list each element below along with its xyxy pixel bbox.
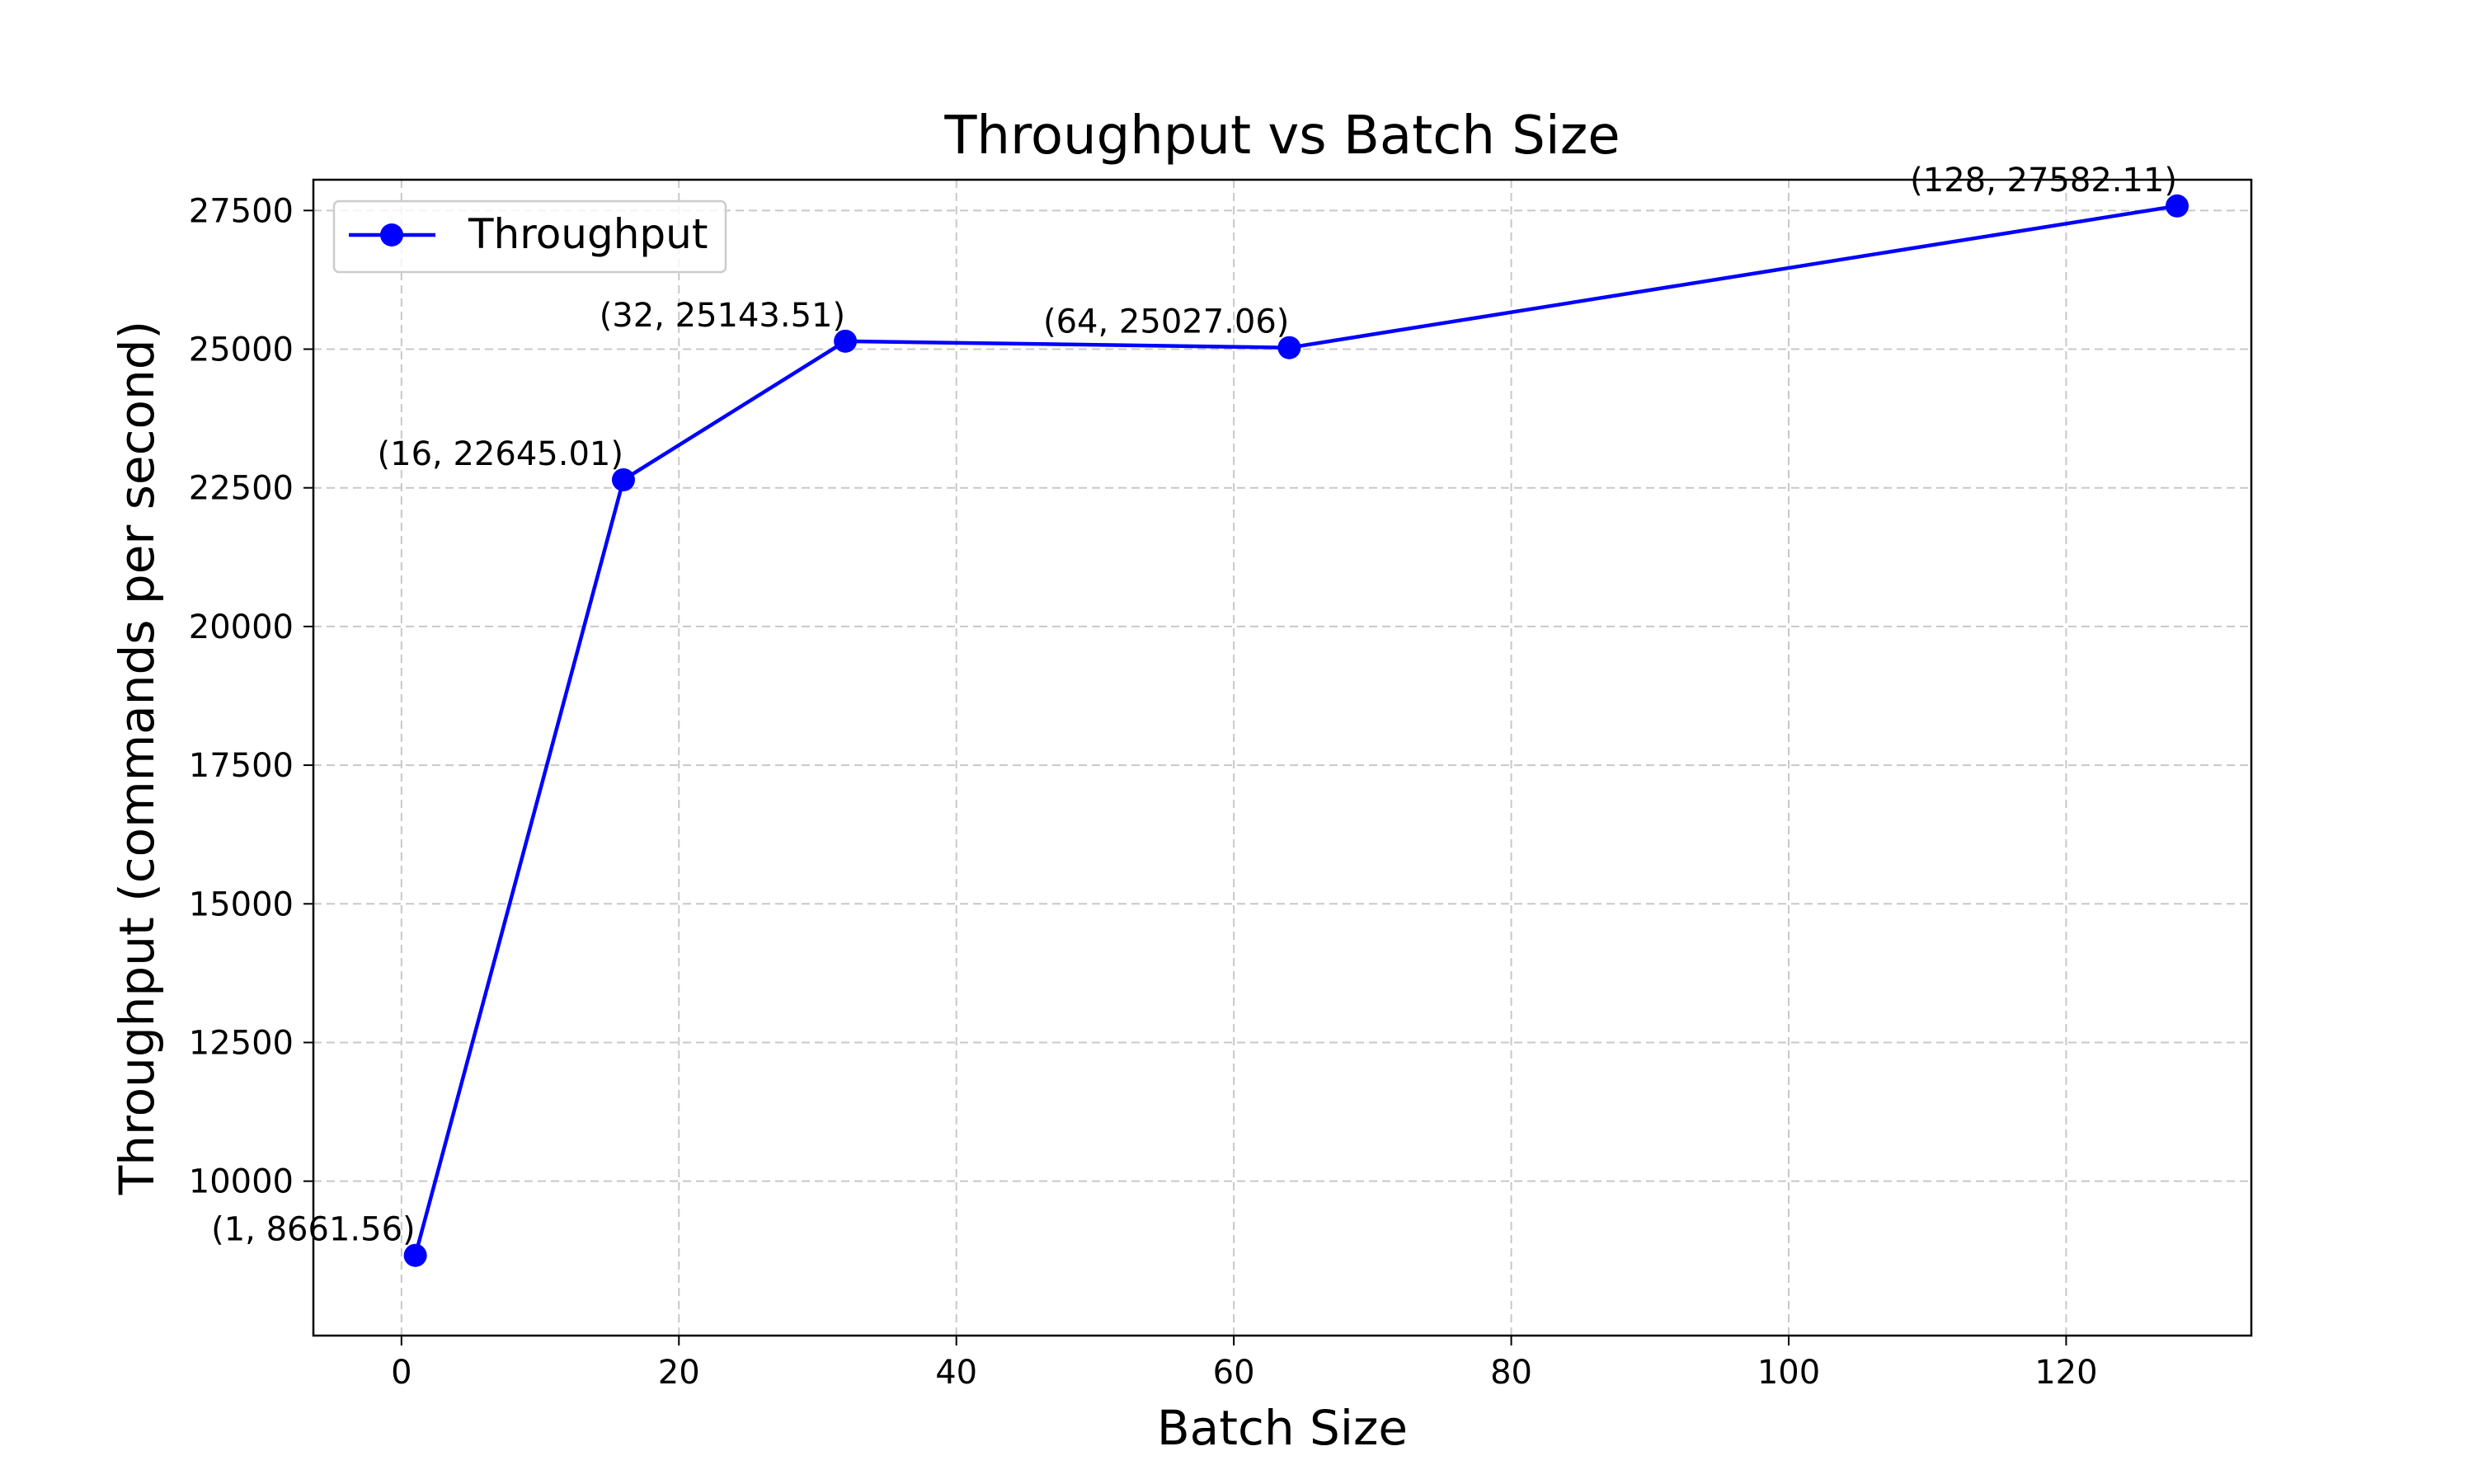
y-tick-label: 12500 <box>189 1024 294 1062</box>
legend: Throughput <box>332 200 727 274</box>
data-label: (16, 22645.01) <box>378 435 623 473</box>
data-point <box>2166 194 2189 218</box>
data-label: (64, 25027.06) <box>1043 303 1289 341</box>
x-tick-label: 60 <box>1213 1354 1255 1392</box>
y-tick-label: 25000 <box>189 331 294 369</box>
legend-box <box>332 200 727 274</box>
x-tick-label: 100 <box>1757 1354 1820 1392</box>
x-tick-label: 120 <box>2034 1354 2097 1392</box>
data-label: (1, 8661.56) <box>211 1211 416 1249</box>
y-axis-label: Throughput (commands per second) <box>109 321 165 1195</box>
data-point <box>834 329 858 353</box>
y-tick-label: 27500 <box>189 192 294 230</box>
series <box>403 194 2189 1267</box>
data-labels: (1, 8661.56) (16, 22645.01) (32, 25143.51)… <box>211 162 2177 1249</box>
legend-marker <box>380 223 403 247</box>
y-tick-label: 15000 <box>189 885 294 923</box>
data-label: (32, 25143.51) <box>600 297 845 335</box>
x-tick-label: 40 <box>935 1354 977 1392</box>
data-point <box>1277 336 1301 359</box>
x-tick-label: 20 <box>658 1354 700 1392</box>
x-axis-label: Batch Size <box>1157 1400 1408 1456</box>
y-tick-label: 22500 <box>189 470 294 508</box>
data-point <box>403 1243 427 1267</box>
plot-area-frame <box>312 178 2253 1337</box>
chart-title: Throughput vs Batch Size <box>943 106 1620 167</box>
y-tick-label: 17500 <box>189 747 294 785</box>
y-tick-label: 10000 <box>189 1163 294 1201</box>
data-point <box>611 467 635 491</box>
legend-label: Throughput <box>468 210 708 258</box>
data-label: (128, 27582.11) <box>1910 162 2177 200</box>
axis-ticks: 0 20 40 60 80 100 120 10000 12500 15000 17500 20000… <box>189 192 2098 1392</box>
y-tick-label: 20000 <box>189 608 294 646</box>
grid <box>313 180 2251 1336</box>
x-tick-label: 0 <box>391 1354 412 1392</box>
x-tick-label: 80 <box>1490 1354 1532 1392</box>
